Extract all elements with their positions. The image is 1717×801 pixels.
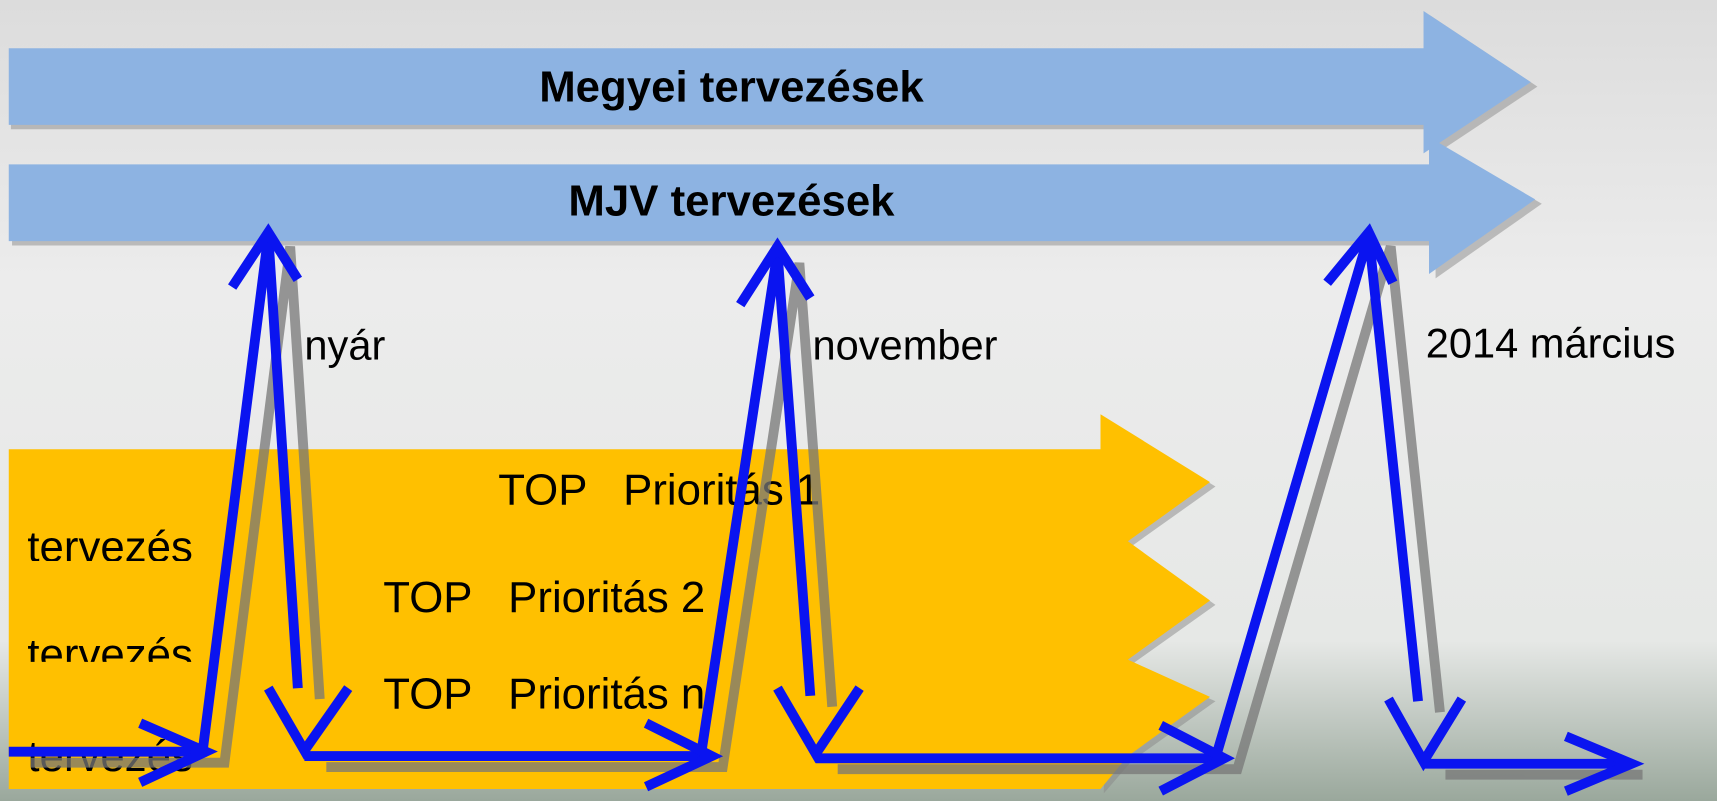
timeline-shadow bbox=[30, 245, 1643, 780]
priority-label: TOP Prioritás 2 bbox=[383, 573, 705, 622]
banner-label: MJV tervezések bbox=[568, 176, 895, 225]
timeline-arrow bbox=[8, 223, 1645, 796]
milestone-label: nyár bbox=[304, 321, 385, 368]
row-label: tervezés bbox=[27, 523, 192, 572]
row-label: tervezés bbox=[27, 630, 192, 679]
banner-label: Megyei tervezések bbox=[539, 62, 924, 111]
banner-megyei bbox=[8, 10, 1538, 158]
milestone-label: november bbox=[813, 321, 998, 368]
priority-label: TOP Prioritás n bbox=[383, 669, 705, 718]
milestone-label: 2014 március bbox=[1426, 319, 1676, 366]
banner-mjv bbox=[8, 136, 1542, 279]
